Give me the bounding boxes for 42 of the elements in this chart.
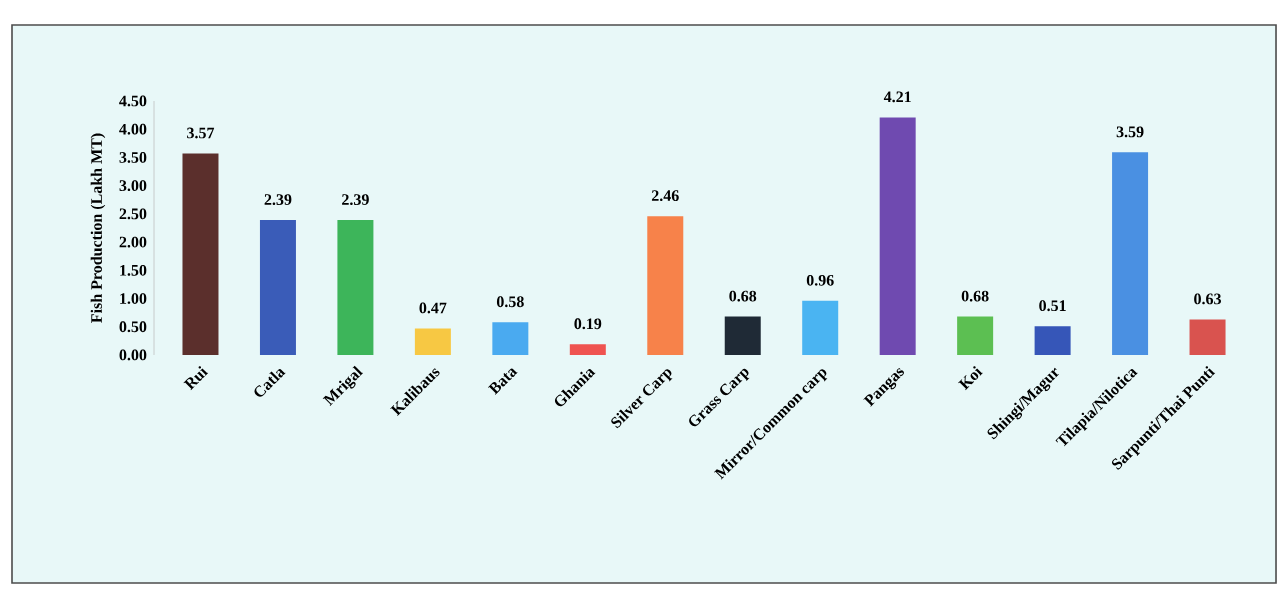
y-tick-label: 3.50 xyxy=(119,152,147,163)
y-tick-label: 0.00 xyxy=(119,349,147,361)
bar xyxy=(182,153,219,355)
data-label: 0.19 xyxy=(574,318,602,330)
bar xyxy=(414,328,451,355)
y-tick-label: 2.00 xyxy=(119,236,147,248)
data-label: 3.57 xyxy=(187,127,215,139)
y-tick-label: 4.00 xyxy=(119,123,147,135)
data-label: 2.46 xyxy=(651,190,679,202)
data-label: 3.59 xyxy=(1116,126,1144,138)
data-label: 0.68 xyxy=(729,290,757,302)
data-label: 0.63 xyxy=(1194,293,1221,305)
data-label: 2.39 xyxy=(342,194,369,206)
data-label: 4.21 xyxy=(883,91,911,103)
y-tick-label: 1.00 xyxy=(120,293,147,304)
bar xyxy=(724,316,761,355)
bar xyxy=(802,300,839,355)
y-axis-title: Fish Production (Lakh MT) xyxy=(90,133,106,323)
data-label: 0.96 xyxy=(806,274,834,286)
y-tick-label: 0.50 xyxy=(119,321,147,333)
data-label: 0.51 xyxy=(1039,300,1066,312)
data-label: 0.47 xyxy=(419,302,447,314)
y-tick-label: 1.50 xyxy=(120,264,147,276)
bar xyxy=(879,117,916,355)
bar xyxy=(647,216,684,355)
bar xyxy=(337,220,374,355)
bar xyxy=(1189,319,1226,355)
bar xyxy=(569,344,606,355)
y-tick-label: 2.50 xyxy=(119,208,147,220)
x-tick-label: Koi xyxy=(958,366,983,391)
bar xyxy=(1034,326,1071,355)
x-tick-label: Bata xyxy=(487,368,518,395)
data-label: 0.58 xyxy=(496,296,524,308)
bar xyxy=(1112,152,1149,355)
bar xyxy=(957,316,994,355)
x-tick-label: Rui xyxy=(183,366,209,391)
bar xyxy=(259,220,296,355)
y-tick-label: 4.50 xyxy=(119,95,147,107)
data-label: 0.68 xyxy=(961,290,989,302)
y-tick-label: 3.00 xyxy=(119,180,147,192)
bar xyxy=(492,322,529,355)
data-label: 2.39 xyxy=(264,194,292,206)
